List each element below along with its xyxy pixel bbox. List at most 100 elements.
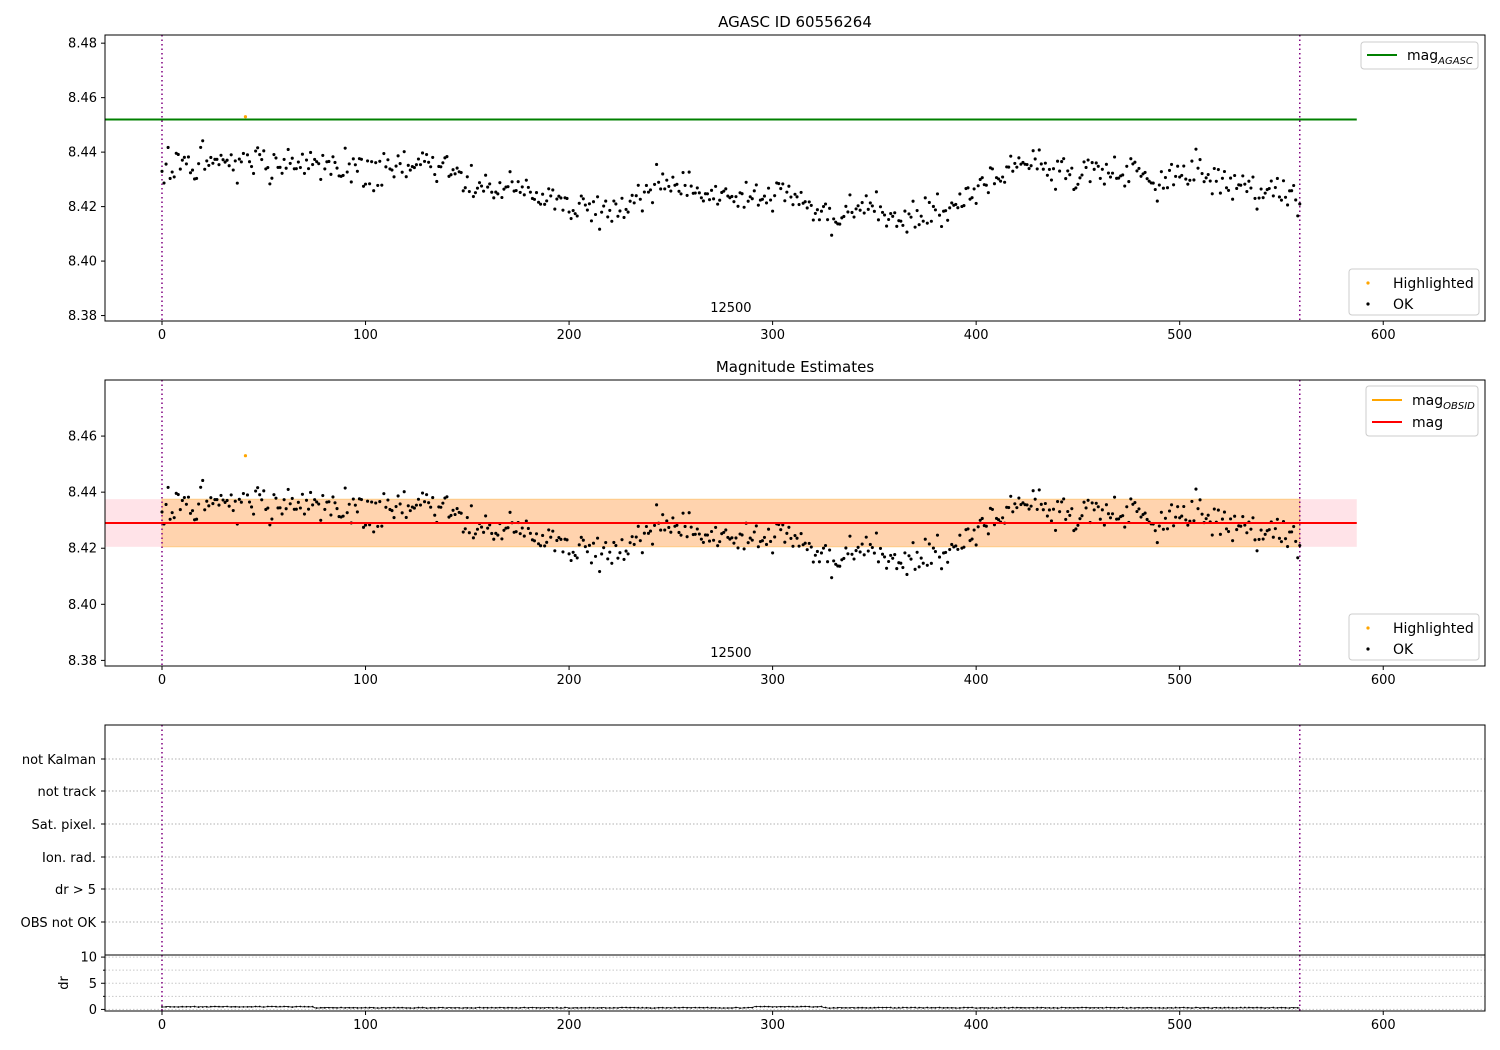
ok-point (846, 210, 850, 214)
ok-point (215, 157, 219, 161)
dr-point (674, 1006, 676, 1009)
legend-highlighted-marker (1366, 626, 1370, 630)
ok-point (209, 496, 213, 500)
ok-point (433, 172, 437, 177)
ok-point (549, 535, 553, 539)
dr-point (454, 1007, 456, 1009)
ok-point (986, 532, 990, 536)
ok-point (769, 539, 773, 544)
ok-point (893, 211, 897, 215)
ok-point (302, 171, 307, 175)
ok-point (333, 501, 337, 505)
ok-point (642, 190, 646, 194)
ok-point (1174, 515, 1178, 519)
ok-point (1058, 510, 1062, 514)
ok-point (640, 551, 644, 555)
ok-point (1182, 164, 1186, 168)
ok-point (1286, 203, 1290, 207)
dr-point (1227, 1006, 1230, 1009)
ok-point (701, 540, 705, 544)
ok-point (469, 504, 473, 508)
dr-point (1020, 1006, 1022, 1009)
ok-point (826, 560, 830, 564)
dr-point (380, 1006, 383, 1009)
ok-point (1229, 517, 1233, 521)
dr-point (1264, 1007, 1267, 1010)
ok-point (687, 511, 691, 515)
ok-point (274, 496, 278, 500)
ok-point (1143, 170, 1147, 174)
ok-point (1255, 549, 1259, 553)
ok-point (612, 540, 616, 545)
ok-point (870, 204, 874, 208)
ok-point (300, 492, 304, 496)
y-tick-label: 0 (89, 1003, 97, 1018)
ok-point (1027, 166, 1031, 171)
ok-point (1125, 505, 1129, 509)
ok-point (791, 203, 795, 207)
ok-point (844, 204, 848, 208)
ok-point (486, 526, 490, 530)
ok-point (742, 547, 746, 551)
ok-point (1041, 167, 1045, 171)
ok-point (805, 206, 809, 210)
ok-point (1007, 505, 1011, 510)
dr-point (698, 1006, 701, 1009)
ok-point (1163, 175, 1167, 180)
dr-point (759, 1005, 762, 1008)
dr-point (963, 1006, 965, 1009)
dr-point (1260, 1006, 1263, 1009)
dr-point (1272, 1006, 1275, 1009)
ok-point (268, 182, 272, 186)
dr-point (523, 1006, 526, 1009)
ok-point (288, 161, 292, 165)
dr-point (1125, 1007, 1128, 1009)
ok-point (760, 539, 764, 543)
ok-point (740, 192, 744, 196)
ok-point (270, 176, 274, 180)
ok-point (1031, 149, 1035, 153)
ok-point (740, 533, 744, 537)
ok-point (272, 493, 276, 497)
ok-point (905, 230, 909, 234)
ok-point (1198, 498, 1202, 502)
ok-point (587, 543, 591, 547)
ok-point (1003, 180, 1007, 184)
ok-point (996, 518, 1001, 522)
ok-point (1029, 164, 1033, 168)
ok-point (1035, 167, 1039, 171)
ok-point (669, 189, 673, 193)
dr-point (1060, 1006, 1063, 1009)
ok-point (1296, 556, 1300, 560)
ok-point (980, 516, 984, 520)
ok-point (298, 165, 302, 170)
ok-point (870, 545, 874, 550)
ok-point (282, 498, 286, 502)
ok-point (1235, 186, 1239, 191)
ok-point (1224, 186, 1229, 190)
dr-point (1064, 1006, 1067, 1009)
ok-point (1277, 195, 1281, 199)
ok-point (1043, 501, 1047, 506)
x-tick-label: 0 (158, 1018, 166, 1033)
ok-point (315, 500, 319, 504)
ok-point (1159, 170, 1163, 174)
legend-highlighted-label: Highlighted (1393, 276, 1474, 292)
dr-point (543, 1007, 546, 1009)
ok-point (233, 499, 237, 503)
dr-point (279, 1005, 281, 1008)
ok-point (319, 177, 323, 181)
ok-point (809, 545, 813, 549)
ok-point (207, 163, 211, 167)
ok-point (895, 567, 899, 571)
ok-point (551, 529, 555, 533)
dr-point (1044, 1007, 1047, 1009)
ok-point (249, 164, 254, 169)
ok-point (1188, 519, 1192, 523)
ok-point (508, 510, 512, 514)
dr-point (767, 1005, 770, 1008)
dr-point (755, 1005, 758, 1008)
ok-point (1292, 524, 1296, 529)
ok-point (1043, 161, 1047, 165)
ok-point (709, 188, 714, 192)
